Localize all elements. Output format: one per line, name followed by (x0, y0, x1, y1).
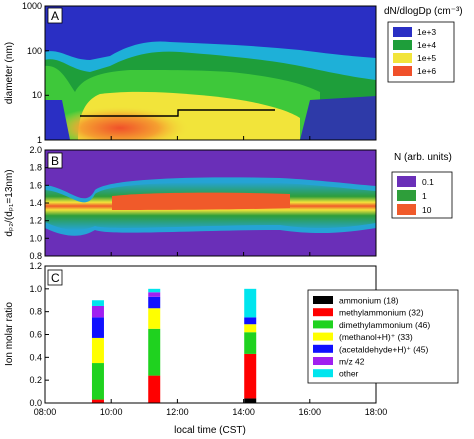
a-swatch-1 (393, 40, 412, 50)
panel-b-yaxis: 2.0 1.8 1.6 1.4 1.2 1.0 0.8 dₚ₂/(dₚ₁=13n… (4, 145, 49, 261)
bar-segment-2-6 (244, 288, 257, 318)
bar-segment-0-5 (91, 305, 104, 318)
c-ytick-2: 0.4 (29, 352, 42, 362)
bar-segment-1-6 (148, 288, 161, 293)
panel-c-legend: ammonium (18) methylammonium (32) dimethyl… (307, 289, 459, 384)
panel-c: 0.0 0.2 0.4 0.6 0.8 1.0 1.2 08:00 10:00 12:00 14:… (4, 261, 459, 436)
a-ytick-2: 10 (32, 90, 42, 100)
c-ytick-0: 0.0 (29, 398, 42, 408)
c-xtick-0: 08:00 (34, 407, 57, 417)
panel-a-heatmap (45, 6, 376, 140)
b-ytick-2: 1.6 (29, 180, 42, 190)
a-cb-label-3: 1e+6 (417, 66, 436, 76)
panel-c-letter: C (51, 271, 60, 285)
c-ytick-6: 1.2 (29, 261, 42, 271)
c-xtick-3: 14:00 (232, 407, 255, 417)
bar-segment-0-3 (91, 337, 104, 364)
b-ylabel: dₚ₂/(dₚ₁=13nm) (4, 169, 15, 236)
a-cb-label-1: 1e+4 (417, 40, 436, 50)
panel-b-colorbar: N (arb. units) 0.1 1 10 (391, 152, 453, 219)
b-cb-label-0: 0.1 (422, 177, 434, 187)
legend-swatch-0 (313, 296, 333, 304)
legend-label-0: ammonium (18) (339, 296, 399, 306)
b-swatch-2 (397, 204, 416, 215)
c-xtick-5: 18:00 (365, 407, 388, 417)
bar-segment-1-2 (148, 328, 161, 376)
legend-swatch-4 (313, 344, 333, 353)
b-ytick-1: 1.8 (29, 163, 42, 173)
panel-b-heatmap (45, 150, 376, 256)
b-ytick-3: 1.4 (29, 198, 42, 208)
a-swatch-3 (393, 66, 412, 76)
bar-segment-0-1 (91, 399, 104, 403)
panel-c-xaxis: 08:00 10:00 12:00 14:00 16:00 18:00 (34, 399, 388, 417)
c-xlabel: local time (CST) (174, 425, 246, 436)
a-cb-label-2: 1e+5 (417, 53, 436, 63)
bar-segment-2-0 (244, 398, 257, 403)
legend-swatch-5 (313, 357, 333, 365)
panel-c-yaxis: 0.0 0.2 0.4 0.6 0.8 1.0 1.2 (29, 261, 49, 408)
b-ytick-0: 2.0 (29, 145, 42, 155)
c-xtick-2: 12:00 (166, 407, 189, 417)
legend-swatch-3 (313, 332, 333, 341)
b-colorbar-title: N (arb. units) (394, 152, 452, 163)
a-swatch-0 (393, 27, 412, 37)
b-cb-label-1: 1 (422, 191, 427, 201)
c-ytick-4: 0.8 (29, 307, 42, 317)
bar-segment-1-3 (148, 308, 161, 329)
legend-swatch-2 (313, 320, 333, 329)
bar-segment-0-4 (91, 317, 104, 338)
legend-label-1: methylammonium (32) (339, 308, 424, 318)
a-ytick-0: 1000 (22, 1, 42, 11)
bar-segment-1-1 (148, 375, 161, 403)
c-xtick-4: 16:00 (299, 407, 322, 417)
b-swatch-1 (397, 190, 416, 201)
a-cb-label-0: 1e+3 (417, 27, 436, 37)
b-swatch-0 (397, 176, 416, 187)
panel-a-yaxis: 1000 100 10 1 diameter (nm) (4, 1, 49, 145)
bar-segment-0-6 (91, 300, 104, 306)
bar-segment-0-2 (91, 363, 104, 400)
bar-segment-2-3 (244, 324, 257, 333)
bar-segment-2-1 (244, 353, 257, 399)
panel-b-letter: B (51, 154, 59, 168)
panel-b-label: B (47, 152, 63, 169)
legend-label-4: (acetaldehyde+H)⁺ (45) (339, 344, 428, 354)
b-ytick-4: 1.2 (29, 216, 42, 226)
bar-segment-2-4 (244, 317, 257, 325)
b-ytick-5: 1.0 (29, 233, 42, 243)
legend-swatch-6 (313, 369, 333, 378)
b-ytick-6: 0.8 (29, 251, 42, 261)
growth-line (80, 109, 275, 117)
legend-label-6: other (339, 369, 359, 379)
c-ytick-1: 0.2 (29, 375, 42, 385)
c-ytick-3: 0.6 (29, 330, 42, 340)
shared-xticks (44, 136, 377, 256)
bar-segment-1-5 (148, 292, 161, 297)
a-swatch-2 (393, 53, 412, 63)
legend-label-5: m/z 42 (339, 357, 365, 367)
a-colorbar-title: dN/dlogDp (cm⁻³) (384, 6, 463, 17)
legend-label-3: (methanol+H)⁺ (33) (339, 332, 413, 342)
c-xtick-1: 10:00 (100, 407, 123, 417)
panel-a-colorbar: dN/dlogDp (cm⁻³) 1e+3 1e+4 1e+5 1e+6 (384, 6, 463, 83)
panel-a: 1000 100 10 1 diameter (nm) A dN/dlogDp … (4, 1, 463, 145)
panel-a-label: A (47, 7, 63, 24)
a-ytick-1: 100 (27, 46, 42, 56)
b-cb-label-2: 10 (422, 205, 432, 215)
a-ytick-3: 1 (37, 135, 42, 145)
panel-b: 2.0 1.8 1.6 1.4 1.2 1.0 0.8 dₚ₂/(dₚ₁=13n… (4, 145, 453, 261)
panel-c-bars (91, 288, 257, 403)
c-ytick-5: 1.0 (29, 284, 42, 294)
panel-a-letter: A (51, 9, 59, 23)
a-ylabel: diameter (nm) (4, 42, 15, 104)
bar-segment-1-4 (148, 296, 161, 309)
c-ylabel: Ion molar ratio (4, 302, 15, 366)
bar-segment-2-2 (244, 332, 257, 354)
legend-label-2: dimethylammonium (46) (339, 320, 430, 330)
panel-c-label: C (47, 269, 63, 286)
legend-swatch-1 (313, 308, 333, 317)
